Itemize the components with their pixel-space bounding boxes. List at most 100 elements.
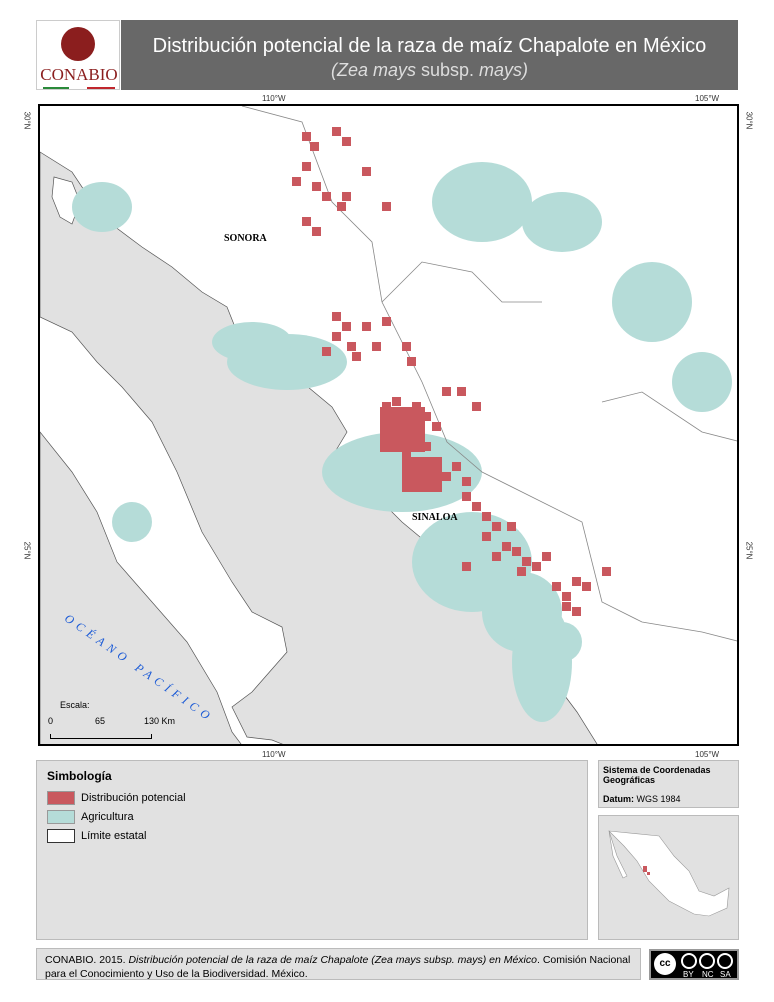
conabio-seal-icon [61,27,95,61]
legend-state-limit: Límite estatal [81,830,147,842]
coordinate-system: Sistema de Coordenadas Geográficas Datum… [598,760,739,808]
distribution-cell [562,602,571,611]
inset-mexico [608,830,730,917]
distribution-cell [322,347,331,356]
distribution-cell [312,182,321,191]
distribution-cell [472,402,481,411]
agriculture-area [72,182,132,232]
scale-tick-130: 130 Km [144,716,176,726]
distribution-cell [332,332,341,341]
map-subtitle: (Zea mays subsp. mays) [330,60,529,80]
scale-title: Escala: [60,700,90,710]
distribution-cell [472,502,481,511]
legend-distribution: Distribución potencial [81,792,186,804]
distribution-cell [412,402,421,411]
map-frame[interactable]: SONORA SINALOA OCÉANO PACÍFICO Escala: 0… [38,104,739,746]
nc-icon [699,953,715,969]
legend: Simbología Distribución potencial Agricu… [36,760,588,940]
distribution-cell [362,322,371,331]
distribution-cell [482,532,491,541]
agriculture-area [112,502,152,542]
by-label: BY [683,970,694,979]
scale-bar: Escala: 0 65 130 Km [48,700,175,740]
distribution-cell [422,442,431,451]
lon-105-top: 105°W [695,94,720,103]
legend-agriculture: Agricultura [81,811,134,823]
distribution-cell [462,492,471,501]
swatch-agriculture [47,810,75,824]
scale-line [50,734,152,739]
map-title: Distribución potencial de la raza de maí… [152,35,707,57]
pacific-ocean [40,431,242,744]
distribution-cell [342,322,351,331]
sa-label: SA [720,970,731,979]
agriculture-area [212,322,292,362]
distribution-cell [337,202,346,211]
distribution-cell [407,357,416,366]
distribution-cell [347,342,356,351]
agriculture-area [432,162,532,242]
distribution-cell [507,522,516,531]
datum: Datum: WGS 1984 [603,794,681,804]
distribution-cell [572,607,581,616]
scale-tick-65: 65 [95,716,106,726]
distribution-cell [422,412,431,421]
distribution-cell [382,202,391,211]
distribution-cell [362,167,371,176]
distribution-cell [310,142,319,151]
citation: CONABIO. 2015. Distribución potencial de… [36,948,641,980]
distribution-cell [302,132,311,141]
legend-title: Simbología [47,769,112,783]
lat-30-left: 30°N [22,111,32,130]
nc-label: NC [702,970,714,979]
label-sonora: SONORA [224,233,267,244]
cc-license-badge[interactable]: cc BY NC SA [649,949,739,980]
distribution-cell [462,477,471,486]
distribution-cell [442,387,451,396]
distribution-cell [332,127,341,136]
distribution-cell [492,522,501,531]
distribution-cell [462,562,471,571]
state-boundary [241,106,737,642]
distribution-cell [532,562,541,571]
distribution-cell [322,192,331,201]
cc-icon: cc [654,953,676,975]
distribution-cell [502,542,511,551]
distribution-cell [312,227,321,236]
distribution-cell [442,472,451,481]
distribution-cell [402,342,411,351]
distribution-cell [352,352,361,361]
lat-25-left: 25°N [22,541,32,560]
map-header: Distribución potencial de la raza de maí… [121,20,738,90]
conabio-logo: CONABIO [36,20,120,90]
distribution-cell [402,452,411,461]
swatch-state-limit [47,829,75,843]
lon-105-bottom: 105°W [695,750,720,759]
distribution-cell [482,512,491,521]
agriculture-area [612,262,692,342]
distribution-cell [332,312,341,321]
distribution-cell [292,177,301,186]
distribution-cell [382,317,391,326]
lon-110-bottom: 110°W [262,750,286,759]
distribution-cell [452,462,461,471]
distribution-cell [342,192,351,201]
coordinate-system-name: Sistema de Coordenadas Geográficas [603,765,711,785]
distribution-cell [572,577,581,586]
distribution-cell [602,567,611,576]
distribution-cell [402,457,442,492]
distribution-cell [522,557,531,566]
agriculture-area [672,352,732,412]
swatch-distribution [47,791,75,805]
agriculture-area [542,622,582,662]
distribution-cell [457,387,466,396]
distribution-cell [342,137,351,146]
distribution-cell [382,402,391,411]
distribution-cell [392,397,401,406]
distribution-cell [552,582,561,591]
distribution-cell [542,552,551,561]
inset-map [598,815,739,940]
sa-icon [717,953,733,969]
logo-text: CONABIO [40,65,118,84]
distribution-cell [302,217,311,226]
